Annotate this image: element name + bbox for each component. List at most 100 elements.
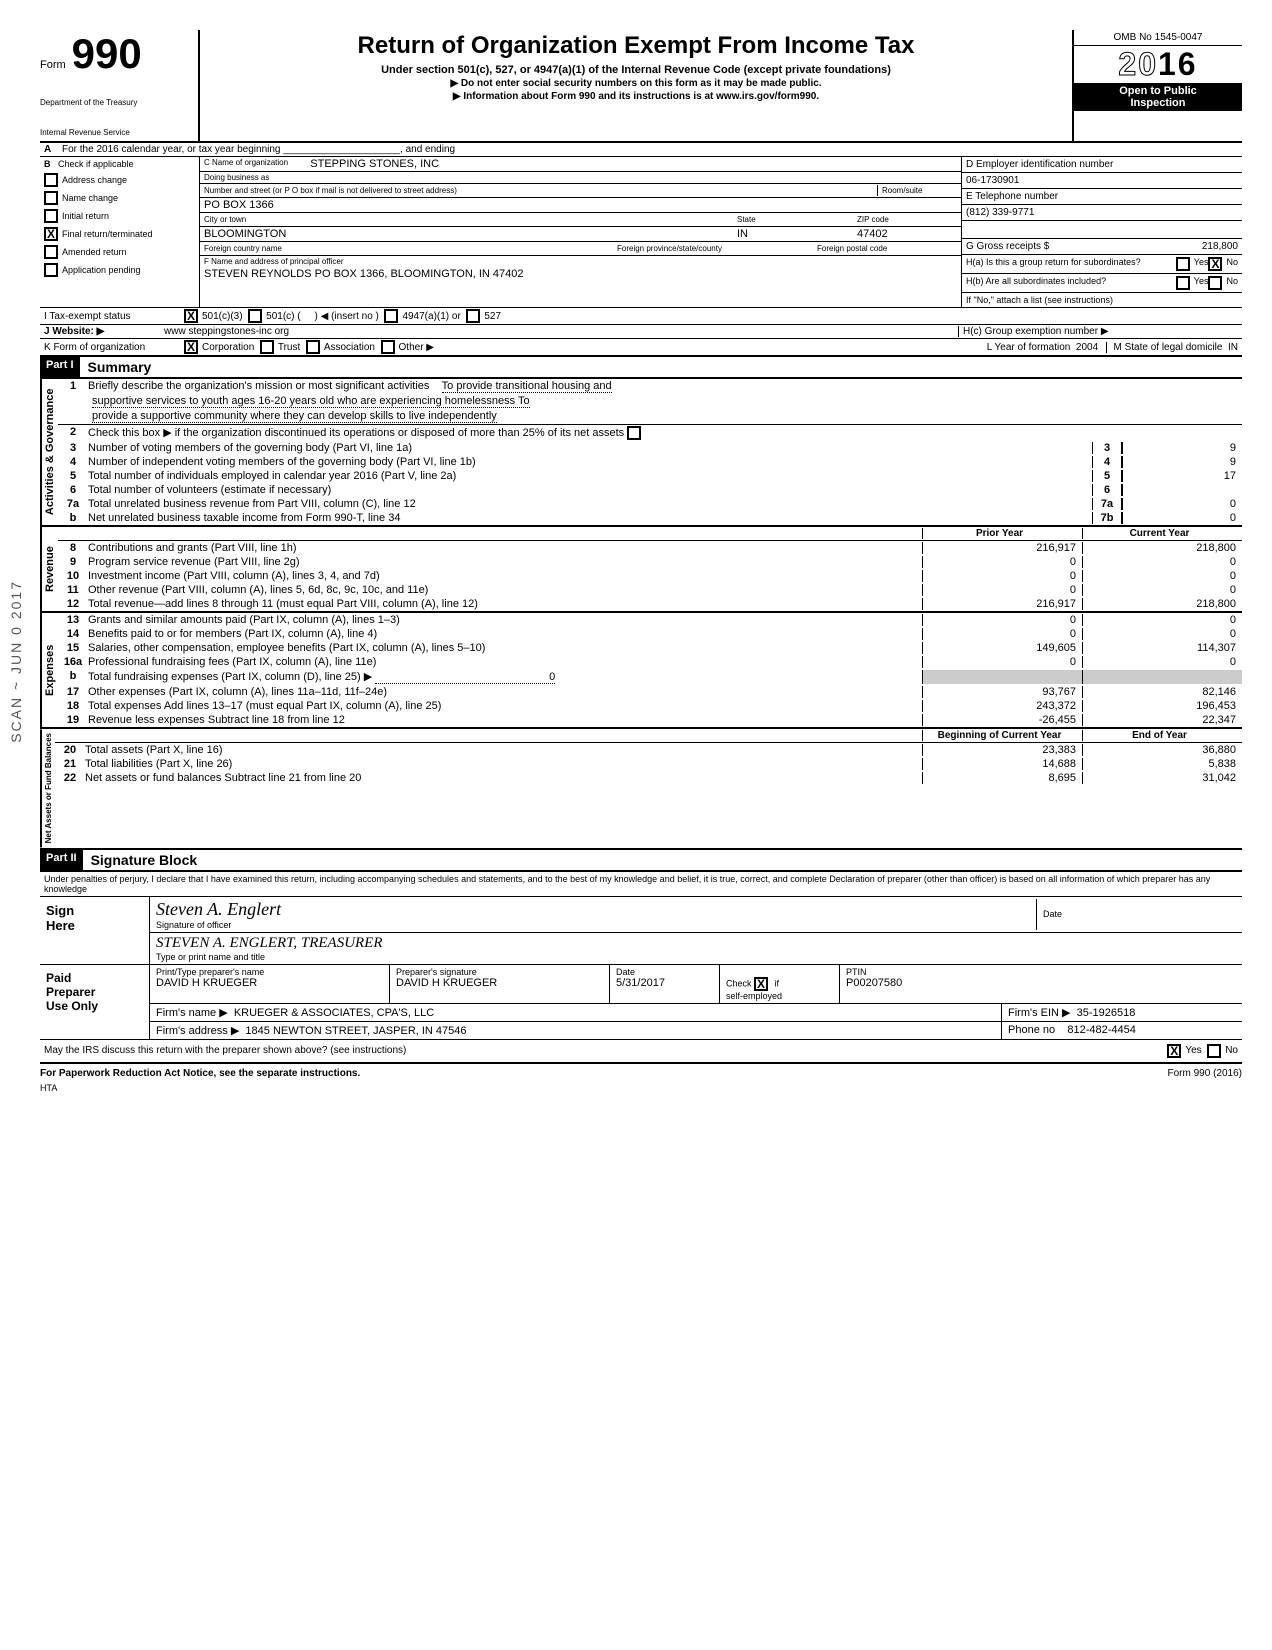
mission-line-2: supportive services to youth ages 16-20 … — [92, 395, 530, 408]
checkbox-association[interactable] — [306, 340, 320, 354]
checkbox-amended-return[interactable] — [44, 245, 58, 259]
preparer-date: 5/31/2017 — [616, 977, 713, 989]
hta-mark: HTA — [40, 1083, 1242, 1093]
firm-phone: 812-482-4454 — [1067, 1024, 1136, 1036]
form-note-info: Information about Form 990 and its instr… — [463, 91, 819, 102]
current-year-header: Current Year — [1082, 528, 1242, 539]
checkbox-name-change[interactable] — [44, 191, 58, 205]
year-formation: 2004 — [1076, 342, 1098, 353]
prior-8: 216,917 — [922, 542, 1082, 554]
form-id-block: Form 990 Department of the Treasury Inte… — [40, 30, 200, 141]
checkbox-hb-yes[interactable] — [1176, 276, 1190, 290]
current-17: 82,146 — [1082, 686, 1242, 698]
gov-value-4: 9 — [1122, 456, 1242, 468]
checkbox-ha-no[interactable]: X — [1208, 257, 1222, 271]
checkbox-application-pending[interactable] — [44, 263, 58, 277]
checkbox-address-change[interactable] — [44, 173, 58, 187]
checkbox-final-return[interactable]: X — [44, 227, 58, 241]
checkbox-hb-no[interactable] — [1208, 276, 1222, 290]
checkbox-527[interactable] — [466, 309, 480, 323]
checkbox-501c[interactable] — [248, 309, 262, 323]
checkbox-4947[interactable] — [384, 309, 398, 323]
prior-12: 216,917 — [922, 598, 1082, 610]
current-8: 218,800 — [1082, 542, 1242, 554]
current-22: 31,042 — [1082, 772, 1242, 784]
org-name: STEPPING STONES, INC — [310, 158, 439, 170]
line-a-tax-year: AFor the 2016 calendar year, or tax year… — [40, 143, 1242, 157]
part-1-title: Summary — [80, 357, 160, 377]
pra-notice: For Paperwork Reduction Act Notice, see … — [40, 1068, 360, 1079]
part-2-title: Signature Block — [83, 850, 206, 870]
gov-value-3: 9 — [1122, 442, 1242, 454]
checkbox-ha-yes[interactable] — [1176, 257, 1190, 271]
gov-value-7b: 0 — [1122, 512, 1242, 524]
activities-governance-label: Activities & Governance — [40, 379, 58, 525]
current-18: 196,453 — [1082, 700, 1242, 712]
dept-irs: Internal Revenue Service — [40, 128, 194, 138]
mission-line-1: To provide transitional housing and — [442, 380, 612, 393]
revenue-label: Revenue — [40, 527, 58, 611]
ptin-value: P00207580 — [846, 977, 1236, 989]
end-year-header: End of Year — [1082, 730, 1242, 741]
firm-ein: 35-1926518 — [1077, 1007, 1136, 1019]
checkbox-other[interactable] — [381, 340, 395, 354]
checkbox-self-employed[interactable]: X — [754, 977, 768, 991]
net-assets-label: Net Assets or Fund Balances — [40, 729, 55, 847]
gross-receipts: 218,800 — [1049, 241, 1238, 252]
hc-group-exemption: H(c) Group exemption number ▶ — [958, 326, 1238, 337]
org-state: IN — [737, 228, 748, 240]
prior-year-header: Prior Year — [922, 528, 1082, 539]
prior-11: 0 — [922, 584, 1082, 596]
scan-date-stamp: SCAN ~ JUN 0 2017 — [8, 580, 24, 743]
checkbox-initial-return[interactable] — [44, 209, 58, 223]
form-title: Return of Organization Exempt From Incom… — [208, 32, 1064, 60]
beginning-year-header: Beginning of Current Year — [922, 730, 1082, 741]
form-right-block: OMB No 1545-0047 2016 Open to Public Ins… — [1072, 30, 1242, 141]
line-j-website-label: J Website: ▶ — [44, 326, 164, 337]
current-16a: 0 — [1082, 656, 1242, 668]
current-20: 36,880 — [1082, 744, 1242, 756]
prior-20: 23,383 — [922, 744, 1082, 756]
gov-value-5: 17 — [1122, 470, 1242, 482]
form-footer: Form 990 (2016) — [1168, 1068, 1242, 1079]
form-note-ssn: Do not enter social security numbers on … — [461, 78, 822, 89]
phone-value: (812) 339-9771 — [966, 207, 1034, 218]
omb-number: OMB No 1545-0047 — [1074, 30, 1242, 46]
part-2-header: Part II — [40, 850, 83, 870]
org-street: PO BOX 1366 — [204, 199, 274, 211]
prior-14: 0 — [922, 628, 1082, 640]
open-public-2: Inspection — [1076, 97, 1240, 109]
form-title-block: Return of Organization Exempt From Incom… — [200, 30, 1072, 141]
checkbox-trust[interactable] — [260, 340, 274, 354]
prior-15: 149,605 — [922, 642, 1082, 654]
section-d-ein-phone: D Employer identification number 06-1730… — [962, 157, 1242, 307]
current-10: 0 — [1082, 570, 1242, 582]
mission-line-3: provide a supportive community where the… — [92, 410, 497, 423]
line-k-label: K Form of organization — [44, 342, 184, 353]
org-city: BLOOMINGTON — [204, 228, 286, 240]
current-15: 114,307 — [1082, 642, 1242, 654]
form-label: Form — [40, 59, 66, 71]
officer-typed-name: STEVEN A. ENGLERT, TREASURER — [156, 935, 1236, 952]
preparer-name: DAVID H KRUEGER — [156, 977, 383, 989]
firm-name: KRUEGER & ASSOCIATES, CPA'S, LLC — [234, 1007, 434, 1019]
state-domicile: IN — [1228, 342, 1238, 353]
principal-officer: STEVEN REYNOLDS PO BOX 1366, BLOOMINGTON… — [204, 268, 524, 280]
checkbox-corporation[interactable]: X — [184, 340, 198, 354]
prior-22: 8,695 — [922, 772, 1082, 784]
checkbox-discontinued[interactable] — [627, 426, 641, 440]
checkbox-discuss-no[interactable] — [1207, 1044, 1221, 1058]
current-9: 0 — [1082, 556, 1242, 568]
prior-13: 0 — [922, 614, 1082, 626]
form-subtitle: Under section 501(c), 527, or 4947(a)(1)… — [208, 64, 1064, 76]
checkbox-discuss-yes[interactable]: X — [1167, 1044, 1181, 1058]
checkbox-501c3[interactable]: X — [184, 309, 198, 323]
current-14: 0 — [1082, 628, 1242, 640]
prior-18: 243,372 — [922, 700, 1082, 712]
current-21: 5,838 — [1082, 758, 1242, 770]
current-11: 0 — [1082, 584, 1242, 596]
line-i-tax-exempt: I Tax-exempt status X501(c)(3) 501(c) ( … — [40, 308, 1242, 325]
form-header: Form 990 Department of the Treasury Inte… — [40, 30, 1242, 143]
open-public-1: Open to Public — [1076, 85, 1240, 97]
firm-address: 1845 NEWTON STREET, JASPER, IN 47546 — [245, 1025, 466, 1037]
